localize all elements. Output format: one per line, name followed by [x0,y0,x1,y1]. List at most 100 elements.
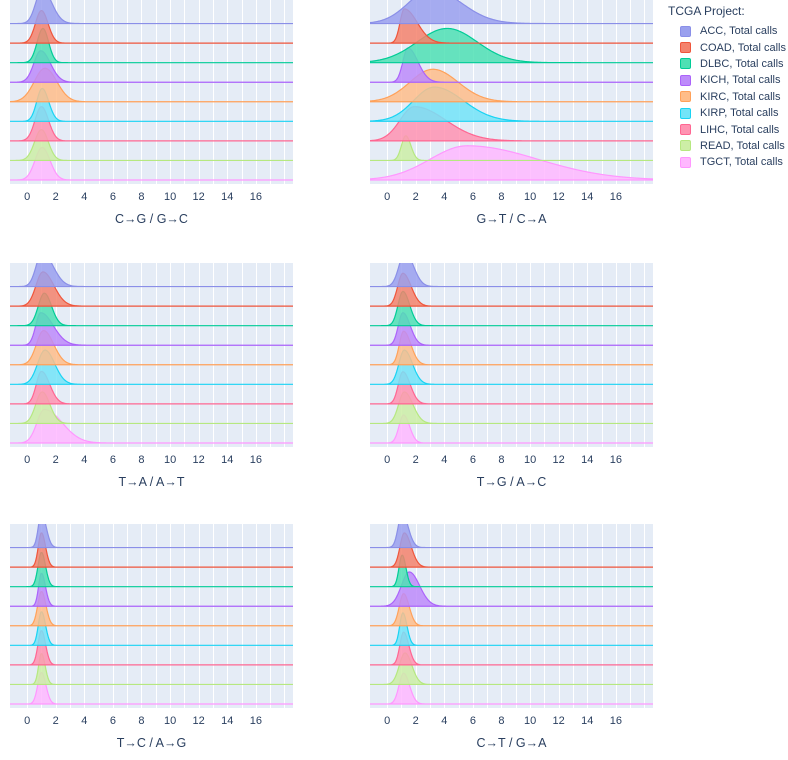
ridge-curve-lihc [10,106,293,142]
ridge-curve-dlbc [10,551,293,588]
x-tick-label: 14 [221,454,234,466]
ridge-curves [370,263,653,444]
panel-tg-ac: 0 2 4 6 8 10 12 14 16 T→G / A→C [370,263,653,499]
ridge-curve-read [10,653,293,686]
ridge-curve-read [370,135,653,162]
ridge-curve-read [370,391,653,425]
x-tick-label: 4 [81,454,88,466]
x-tick-label: 14 [581,715,594,727]
ridge-curve-dlbc [370,554,653,588]
x-tick-label: 2 [412,191,419,203]
x-axis-ticks: 0 2 4 6 8 10 12 14 16 [10,452,293,468]
x-axis-ticks: 0 2 4 6 8 10 12 14 16 [370,713,653,729]
ridge-curve-coad [370,532,653,568]
plot-area [10,263,293,447]
x-tick-label: 14 [581,454,594,466]
ridge-curve-acc [10,0,293,25]
x-tick-label: 12 [192,715,205,727]
legend-item-acc[interactable]: ACC, Total calls [666,23,786,39]
ridge-curve-acc [370,263,653,288]
x-tick-label: 0 [24,191,31,203]
x-tick-label: 2 [52,454,59,466]
ridge-layer [10,0,293,184]
x-tick-label: 8 [138,454,145,466]
x-tick-label: 10 [163,715,177,727]
legend-item-label: DLBC, Total calls [700,57,784,70]
ridge-curve-lihc [10,370,293,405]
ridge-curve-tgct [10,408,293,444]
legend-item-kirp[interactable]: KIRP, Total calls [666,105,786,121]
x-tick-label: 16 [249,191,262,203]
x-axis-title: T→G / A→C [476,475,547,489]
plot-area [10,0,293,184]
panel-tc-ag: 0 2 4 6 8 10 12 14 16 T→C / A→G [10,524,293,760]
x-tick-label: 0 [24,454,31,466]
x-axis-ticks: 0 2 4 6 8 10 12 14 16 [10,713,293,729]
legend-swatch-icon [680,124,691,136]
legend-item-label: LIHC, Total calls [700,123,780,136]
x-tick-label: 2 [412,715,419,727]
x-tick-label: 8 [138,715,145,727]
plot-area [370,524,653,708]
ridge-curve-kich [10,312,293,346]
legend-item-label: TGCT, Total calls [700,156,783,169]
x-tick-label: 10 [163,191,177,203]
x-tick-label: 6 [469,454,476,466]
ridge-curves [10,263,293,444]
x-tick-label: 4 [81,715,88,727]
plot-area [10,524,293,708]
ridge-curve-kirp [10,87,293,122]
x-tick-label: 0 [384,715,391,727]
x-tick-label: 0 [24,715,31,727]
x-tick-label: 4 [441,191,448,203]
x-tick-label: 14 [221,715,234,727]
x-tick-label: 12 [192,191,205,203]
x-axis-title: T→A / A→T [118,475,185,489]
legend-item-lihc[interactable]: LIHC, Total calls [666,121,786,137]
panel-ta-at: 0 2 4 6 8 10 12 14 16 T→A / A→T [10,263,293,499]
ridge-curve-coad [10,271,293,307]
legend-item-label: KIRC, Total calls [700,90,781,103]
x-axis-title: C→G / G→C [115,212,188,226]
legend-item-dlbc[interactable]: DLBC, Total calls [666,56,786,72]
x-tick-label: 6 [469,191,476,203]
legend-item-coad[interactable]: COAD, Total calls [666,39,786,55]
x-tick-label: 10 [163,454,177,466]
ridge-curve-coad [370,272,653,307]
x-axis-ticks: 0 2 4 6 8 10 12 14 16 [370,189,653,205]
legend-swatch-icon [680,91,691,103]
x-tick-label: 14 [581,191,594,203]
legend-item-tgct[interactable]: TGCT, Total calls [666,154,786,170]
ridge-curve-dlbc [370,290,653,327]
legend-item-read[interactable]: READ, Total calls [666,138,786,154]
x-tick-label: 2 [52,191,59,203]
x-tick-label: 0 [384,454,391,466]
ridge-curve-tgct [10,671,293,705]
ridge-curves [370,524,653,705]
ridge-curve-acc [370,524,653,549]
legend-item-kirc[interactable]: KIRC, Total calls [666,89,786,105]
ridge-curve-kirc [370,330,653,366]
legend-swatch-icon [680,74,691,86]
ridge-curve-kirc [10,590,293,627]
ridge-curves [10,524,293,705]
x-axis-ticks: 0 2 4 6 8 10 12 14 16 [370,452,653,468]
ridge-curve-kirp [10,349,293,385]
ridge-curve-coad [10,532,293,568]
legend-swatch-icon [680,156,691,168]
plot-area [370,0,653,184]
x-tick-label: 6 [109,454,116,466]
x-tick-label: 16 [249,454,262,466]
x-tick-label: 12 [192,454,205,466]
plot-area [370,263,653,447]
ridge-curve-lihc [370,631,653,666]
ridge-curve-coad [10,10,293,44]
x-tick-label: 4 [81,191,88,203]
x-axis-title: C→T / G→A [476,736,547,750]
legend-item-kich[interactable]: KICH, Total calls [666,72,786,88]
x-axis-ticks: 0 2 4 6 8 10 12 14 16 [10,189,293,205]
x-tick-label: 14 [221,191,234,203]
x-tick-label: 10 [523,715,537,727]
ridge-curves [370,0,653,181]
x-tick-label: 16 [249,715,262,727]
